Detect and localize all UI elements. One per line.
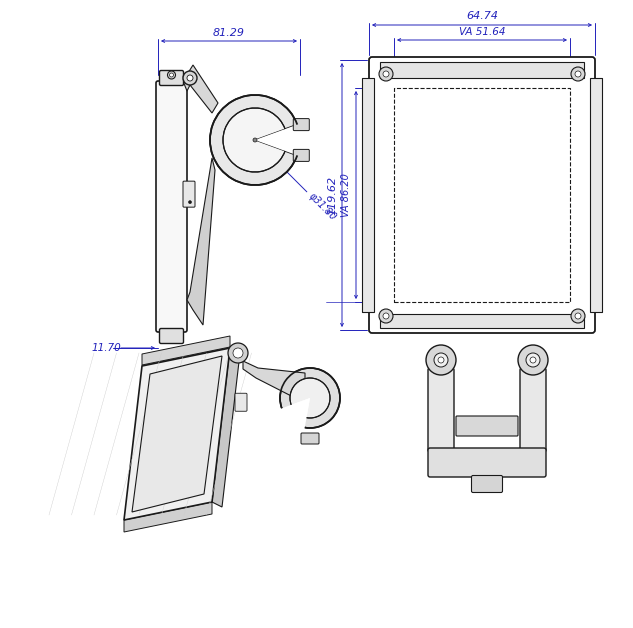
FancyBboxPatch shape	[183, 181, 195, 207]
FancyBboxPatch shape	[160, 70, 184, 85]
Circle shape	[575, 313, 581, 319]
Text: 81.29: 81.29	[213, 28, 245, 38]
Circle shape	[170, 73, 173, 77]
Bar	[362, 78, 374, 312]
Circle shape	[183, 71, 197, 85]
Circle shape	[290, 378, 330, 418]
Circle shape	[438, 357, 444, 363]
FancyBboxPatch shape	[369, 57, 595, 333]
Circle shape	[383, 313, 389, 319]
Circle shape	[518, 345, 548, 375]
Circle shape	[383, 71, 389, 77]
Circle shape	[426, 345, 456, 375]
FancyBboxPatch shape	[301, 433, 319, 444]
Circle shape	[189, 201, 192, 203]
Polygon shape	[187, 158, 215, 325]
Wedge shape	[223, 108, 285, 172]
Polygon shape	[142, 336, 230, 365]
Circle shape	[571, 309, 585, 323]
FancyBboxPatch shape	[156, 81, 187, 332]
Text: VA 51.64: VA 51.64	[459, 27, 505, 37]
Circle shape	[379, 67, 393, 81]
Text: φ31.80: φ31.80	[306, 191, 337, 222]
Text: 11.70: 11.70	[91, 343, 121, 353]
Polygon shape	[132, 356, 222, 512]
Bar	[380, 314, 584, 328]
Text: VA 86.20: VA 86.20	[341, 173, 351, 217]
Bar	[380, 62, 584, 78]
Circle shape	[530, 357, 536, 363]
Circle shape	[187, 75, 193, 81]
Circle shape	[379, 309, 393, 323]
Polygon shape	[212, 348, 240, 507]
Circle shape	[228, 343, 248, 363]
FancyBboxPatch shape	[293, 149, 310, 161]
Polygon shape	[243, 361, 305, 403]
FancyBboxPatch shape	[428, 368, 454, 452]
Circle shape	[434, 353, 448, 367]
Wedge shape	[210, 95, 298, 185]
FancyBboxPatch shape	[472, 475, 503, 492]
Polygon shape	[183, 65, 218, 113]
Circle shape	[571, 67, 585, 81]
FancyBboxPatch shape	[428, 448, 546, 477]
FancyBboxPatch shape	[456, 416, 518, 436]
Bar	[394, 88, 570, 302]
Bar	[590, 78, 602, 312]
Circle shape	[280, 368, 340, 428]
Polygon shape	[124, 502, 212, 532]
Polygon shape	[124, 348, 230, 520]
Wedge shape	[255, 124, 303, 156]
Wedge shape	[291, 398, 310, 418]
FancyBboxPatch shape	[293, 119, 310, 131]
FancyBboxPatch shape	[160, 328, 184, 344]
Circle shape	[575, 71, 581, 77]
Text: 119.62: 119.62	[327, 175, 337, 215]
Circle shape	[168, 71, 175, 79]
Text: 64.74: 64.74	[466, 11, 498, 21]
Circle shape	[253, 138, 257, 142]
FancyBboxPatch shape	[235, 393, 247, 411]
Polygon shape	[142, 348, 240, 371]
FancyBboxPatch shape	[520, 368, 546, 452]
Circle shape	[526, 353, 540, 367]
Wedge shape	[280, 398, 310, 430]
Circle shape	[233, 348, 243, 358]
